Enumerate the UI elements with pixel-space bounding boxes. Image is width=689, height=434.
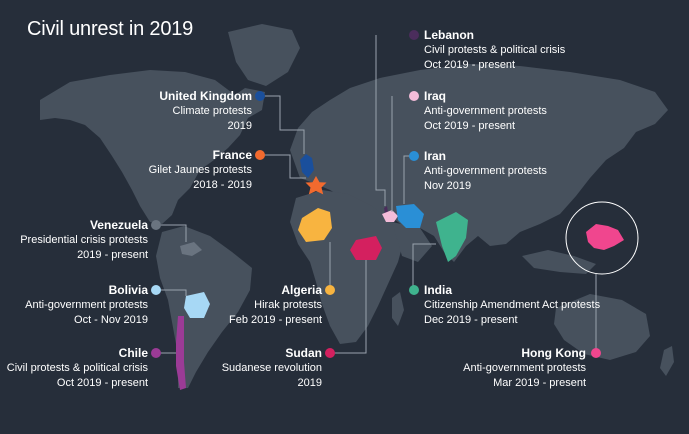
algeria-marker — [325, 285, 335, 295]
event-period: Oct 2019 - present — [424, 120, 516, 132]
country-name: Sudan — [285, 346, 322, 360]
arabia-landmass — [392, 222, 432, 262]
event-period: 2019 — [227, 120, 252, 132]
event-description: Civil protests & political crisis — [6, 362, 148, 374]
label-venezuela: Venezuela Presidential crisis protests 2… — [20, 218, 148, 263]
label-united-kingdom: United Kingdom Climate protests 2019 — [159, 89, 252, 134]
label-bolivia: Bolivia Anti-government protests Oct - N… — [25, 283, 148, 328]
hong-kong-inset-circle — [565, 201, 639, 275]
label-iran: Iran Anti-government protests Nov 2019 — [424, 149, 547, 194]
label-chile: Chile Civil protests & political crisis … — [7, 346, 148, 391]
iran-marker — [409, 151, 419, 161]
event-description: Anti-government protests — [424, 105, 547, 117]
country-name: India — [424, 283, 453, 297]
event-description: Citizenship Amendment Act protests — [424, 299, 601, 311]
event-description: Presidential crisis protests — [20, 234, 148, 246]
country-name: Iran — [424, 149, 447, 163]
bolivia-shape — [184, 292, 210, 318]
event-period: Oct - Nov 2019 — [74, 314, 148, 326]
australia-landmass — [554, 294, 650, 360]
uk-leader — [260, 95, 305, 154]
hong-kong-marker — [591, 348, 601, 358]
bolivia-leader — [157, 289, 187, 296]
event-description: Sudanese revolution — [221, 362, 322, 374]
country-name: Bolivia — [108, 283, 148, 297]
country-name: Lebanon — [424, 28, 474, 42]
france-marker — [255, 150, 265, 160]
india-marker — [409, 285, 419, 295]
label-sudan: Sudan Sudanese revolution 2019 — [222, 346, 322, 391]
event-period: 2019 - present — [77, 249, 148, 261]
country-name: France — [212, 148, 252, 162]
label-iraq: Iraq Anti-government protests Oct 2019 -… — [424, 89, 547, 134]
event-description: Gilet Jaunes protests — [148, 164, 252, 176]
event-period: Oct 2019 - present — [56, 377, 148, 389]
india-shape — [436, 212, 468, 262]
venezuela-leader — [156, 224, 187, 242]
france-leader — [262, 154, 306, 179]
madagascar-landmass — [392, 292, 404, 326]
event-period: Dec 2019 - present — [424, 314, 518, 326]
hong-kong-shape — [586, 224, 624, 250]
event-period: Nov 2019 — [424, 180, 472, 192]
event-description: Anti-government protests — [424, 165, 547, 177]
country-name: United Kingdom — [159, 89, 252, 103]
map-title: Civil unrest in 2019 — [27, 18, 194, 40]
bolivia-marker — [151, 285, 161, 295]
united-kingdom-shape — [300, 154, 314, 178]
marker-dots — [151, 30, 601, 358]
france-star-shape — [305, 176, 327, 195]
iraq-marker — [409, 91, 419, 101]
event-description: Anti-government protests — [463, 362, 586, 374]
sudan-leader — [330, 260, 367, 354]
country-name: Algeria — [281, 283, 322, 297]
event-period: Mar 2019 - present — [493, 377, 586, 389]
chile-shape — [176, 316, 186, 390]
label-lebanon: Lebanon Civil protests & political crisi… — [424, 28, 565, 73]
north-america-landmass — [40, 70, 265, 224]
venezuela-shape — [180, 242, 202, 256]
event-period: 2019 — [297, 377, 322, 389]
sudan-marker — [325, 348, 335, 358]
india-leader — [412, 243, 436, 290]
lebanon-leader — [375, 35, 386, 206]
event-description: Anti-government protests — [25, 299, 148, 311]
venezuela-marker — [151, 220, 161, 230]
new-zealand-landmass — [660, 346, 674, 376]
country-name: Hong Kong — [521, 346, 586, 360]
event-period: 2018 - 2019 — [193, 179, 252, 191]
algeria-shape — [298, 208, 332, 242]
country-name: Chile — [118, 346, 148, 360]
label-india: India Citizenship Amendment Act protests… — [424, 283, 600, 328]
country-name: Venezuela — [89, 218, 148, 232]
landmasses — [40, 24, 674, 388]
label-hong-kong: Hong Kong Anti-government protests Mar 2… — [463, 346, 586, 391]
southeast-asia-islands — [522, 250, 596, 274]
label-algeria: Algeria Hirak protests Feb 2019 - presen… — [229, 283, 322, 328]
label-france: France Gilet Jaunes protests 2018 - 2019 — [149, 148, 252, 193]
sudan-shape — [350, 236, 382, 260]
event-period: Oct 2019 - present — [424, 59, 516, 71]
greenland-landmass — [228, 24, 300, 86]
country-name: Iraq — [424, 89, 447, 103]
event-description: Hirak protests — [254, 299, 322, 311]
iran-shape — [396, 204, 424, 228]
lebanon-marker — [409, 30, 419, 40]
event-period: Feb 2019 - present — [229, 314, 322, 326]
event-description: Climate protests — [172, 105, 252, 117]
event-description: Civil protests & political crisis — [424, 44, 566, 56]
chile-marker — [151, 348, 161, 358]
iraq-shape — [382, 210, 398, 222]
europe-asia-landmass — [290, 64, 668, 262]
uk-marker — [255, 91, 265, 101]
